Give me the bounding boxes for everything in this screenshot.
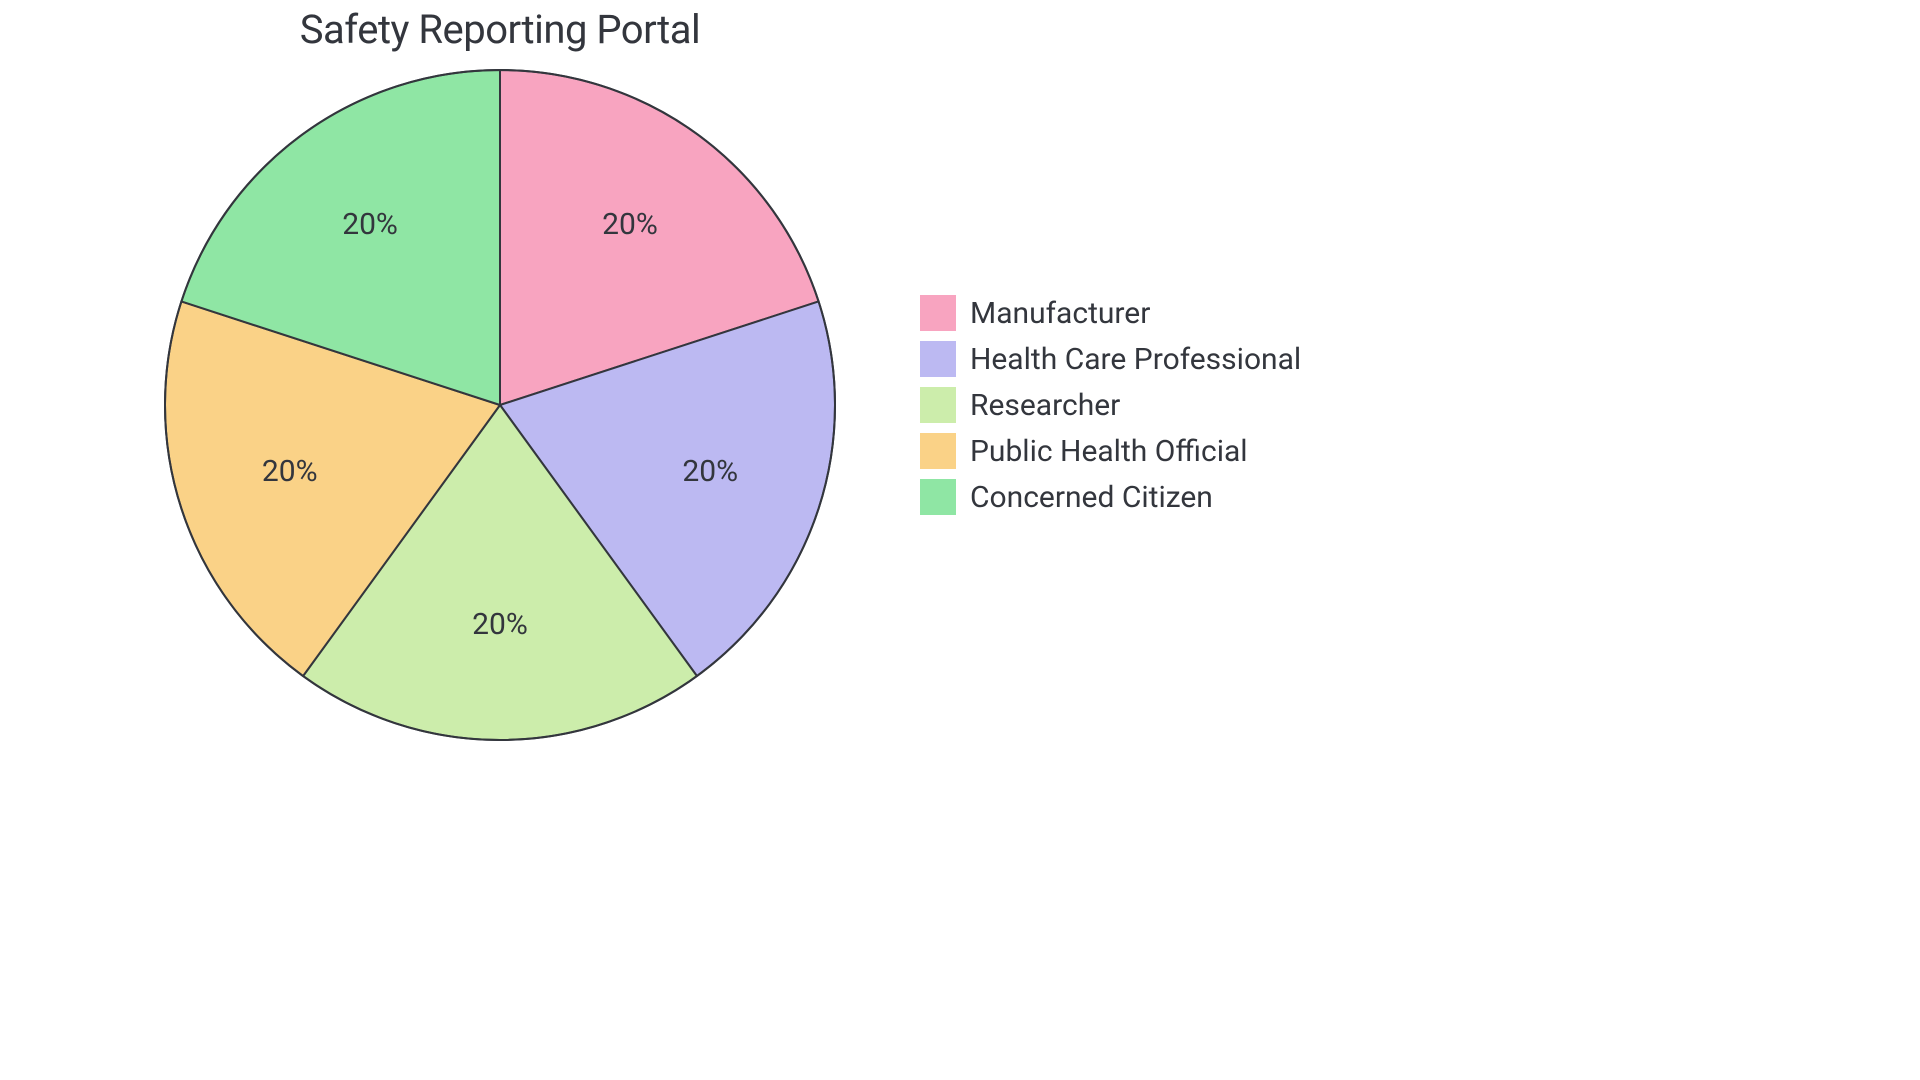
legend-swatch xyxy=(920,433,956,469)
legend-swatch xyxy=(920,341,956,377)
chart-stage: Safety Reporting Portal 20% 20% 20% 20%20% … xyxy=(0,0,1440,808)
slice-pct-label: 20% xyxy=(602,207,658,242)
pie-svg: 20% 20% 20% 20% 20% xyxy=(160,65,840,745)
slice-pct-label: 20% xyxy=(262,454,318,489)
legend: Manufacturer Health Care Professional Rese… xyxy=(920,295,1301,525)
legend-swatch xyxy=(920,387,956,423)
legend-item: Manufacturer xyxy=(920,295,1301,331)
legend-item: Health Care Professional xyxy=(920,341,1301,377)
legend-swatch xyxy=(920,479,956,515)
legend-swatch xyxy=(920,295,956,331)
pie-chart: 20% 20% 20% 20% 20% xyxy=(160,65,840,745)
legend-label: Researcher xyxy=(970,388,1120,423)
legend-label: Health Care Professional xyxy=(970,342,1301,377)
slice-pct-label: 20% xyxy=(342,207,398,242)
legend-item: Researcher xyxy=(920,387,1301,423)
chart-title: Safety Reporting Portal xyxy=(0,6,1000,53)
legend-item: Public Health Official xyxy=(920,433,1301,469)
legend-item: Concerned Citizen xyxy=(920,479,1301,515)
legend-label: Concerned Citizen xyxy=(970,480,1213,515)
legend-label: Public Health Official xyxy=(970,434,1248,469)
slice-pct-label: 20% xyxy=(682,454,738,489)
legend-label: Manufacturer xyxy=(970,296,1150,331)
slice-pct-label: 20% xyxy=(472,607,528,642)
